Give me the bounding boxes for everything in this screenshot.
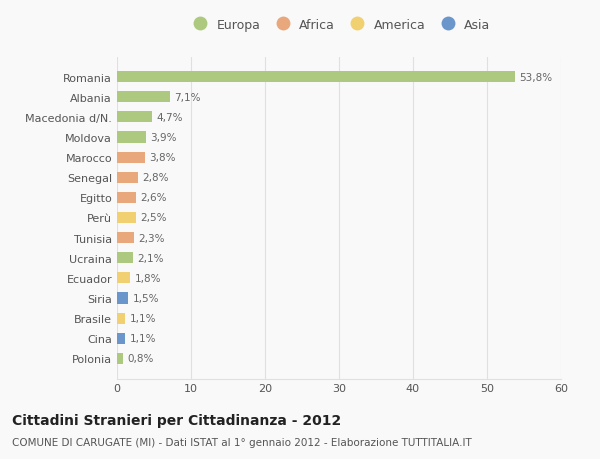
Text: 0,8%: 0,8% xyxy=(127,353,154,364)
Text: 1,5%: 1,5% xyxy=(133,293,159,303)
Bar xyxy=(117,233,134,244)
Text: 2,6%: 2,6% xyxy=(140,193,167,203)
Bar xyxy=(117,313,125,324)
Bar xyxy=(117,293,128,304)
Bar xyxy=(117,353,123,364)
Bar xyxy=(117,333,125,344)
Text: 2,8%: 2,8% xyxy=(142,173,169,183)
Text: 1,8%: 1,8% xyxy=(135,273,161,283)
Text: 2,1%: 2,1% xyxy=(137,253,163,263)
Bar xyxy=(117,112,152,123)
Text: 1,1%: 1,1% xyxy=(130,313,156,324)
Bar xyxy=(117,172,138,184)
Text: 4,7%: 4,7% xyxy=(156,112,183,123)
Bar xyxy=(117,152,145,163)
Text: 2,3%: 2,3% xyxy=(139,233,165,243)
Bar xyxy=(117,273,130,284)
Bar xyxy=(117,132,146,143)
Text: 1,1%: 1,1% xyxy=(130,334,156,343)
Text: 2,5%: 2,5% xyxy=(140,213,166,223)
Text: 3,8%: 3,8% xyxy=(149,153,176,163)
Bar xyxy=(117,92,170,103)
Text: 53,8%: 53,8% xyxy=(520,73,553,83)
Text: Cittadini Stranieri per Cittadinanza - 2012: Cittadini Stranieri per Cittadinanza - 2… xyxy=(12,414,341,428)
Bar xyxy=(117,213,136,224)
Bar xyxy=(117,72,515,83)
Text: COMUNE DI CARUGATE (MI) - Dati ISTAT al 1° gennaio 2012 - Elaborazione TUTTITALI: COMUNE DI CARUGATE (MI) - Dati ISTAT al … xyxy=(12,437,472,447)
Text: 7,1%: 7,1% xyxy=(174,93,200,102)
Bar xyxy=(117,252,133,264)
Bar xyxy=(117,192,136,203)
Legend: Europa, Africa, America, Asia: Europa, Africa, America, Asia xyxy=(188,19,490,32)
Text: 3,9%: 3,9% xyxy=(151,133,177,143)
